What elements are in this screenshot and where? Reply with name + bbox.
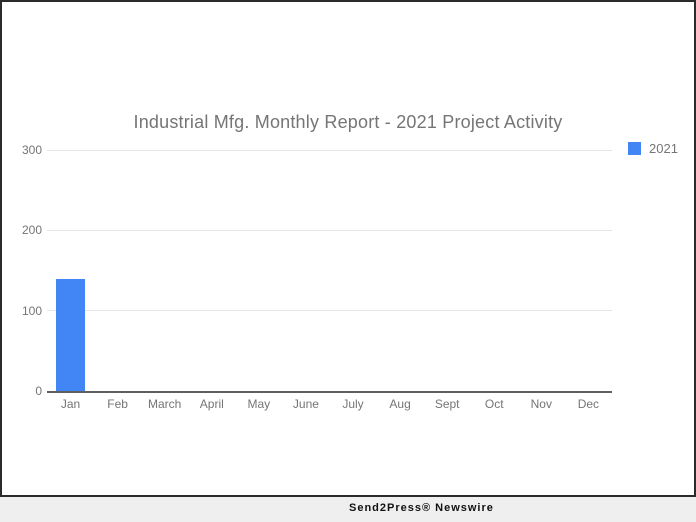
x-axis-baseline [47,391,612,393]
x-tick-label-oct: Oct [484,397,504,411]
chart-title: Industrial Mfg. Monthly Report - 2021 Pr… [133,112,563,132]
x-tick-label-june: June [292,397,319,411]
bar-jan [56,278,86,391]
y-tick-label-300: 300 [21,143,42,157]
x-tick-label-july: July [342,397,364,411]
x-tick-label-aug: Aug [389,397,411,411]
gridline-200 [47,229,612,231]
gridline-100 [47,310,612,312]
y-tick-label-200: 200 [21,223,42,238]
y-tick-label-0: 0 [35,384,42,398]
gridline-300 [47,149,612,151]
x-tick-label-april: April [199,397,224,411]
x-tick-label-sept: Sept [434,397,460,411]
x-tick-label-dec: Dec [577,397,600,411]
x-tick-label-may: May [247,397,271,411]
footer-brand: Send2Press® Newswire [349,502,494,514]
x-axis-labels: Jan Feb March April May June July Aug Sept Oct Nov… [47,396,612,412]
legend-swatch-2021 [628,142,641,155]
x-tick-label-nov: Nov [530,397,552,411]
x-tick-label-feb: Feb [107,397,128,411]
legend: 2021 [628,141,678,156]
plot-area: 0 100 200 300 Jan Feb March April May June July Au… [2,2,696,499]
chart-canvas: Industrial Mfg. Monthly Report - 2021 Pr… [0,0,696,497]
footer-strip: Send2Press® Newswire [0,497,696,522]
y-tick-label-100: 100 [21,303,42,318]
x-tick-label-jan: Jan [60,397,81,411]
x-tick-label-march: March [148,397,182,411]
legend-label: 2021 [649,141,678,156]
